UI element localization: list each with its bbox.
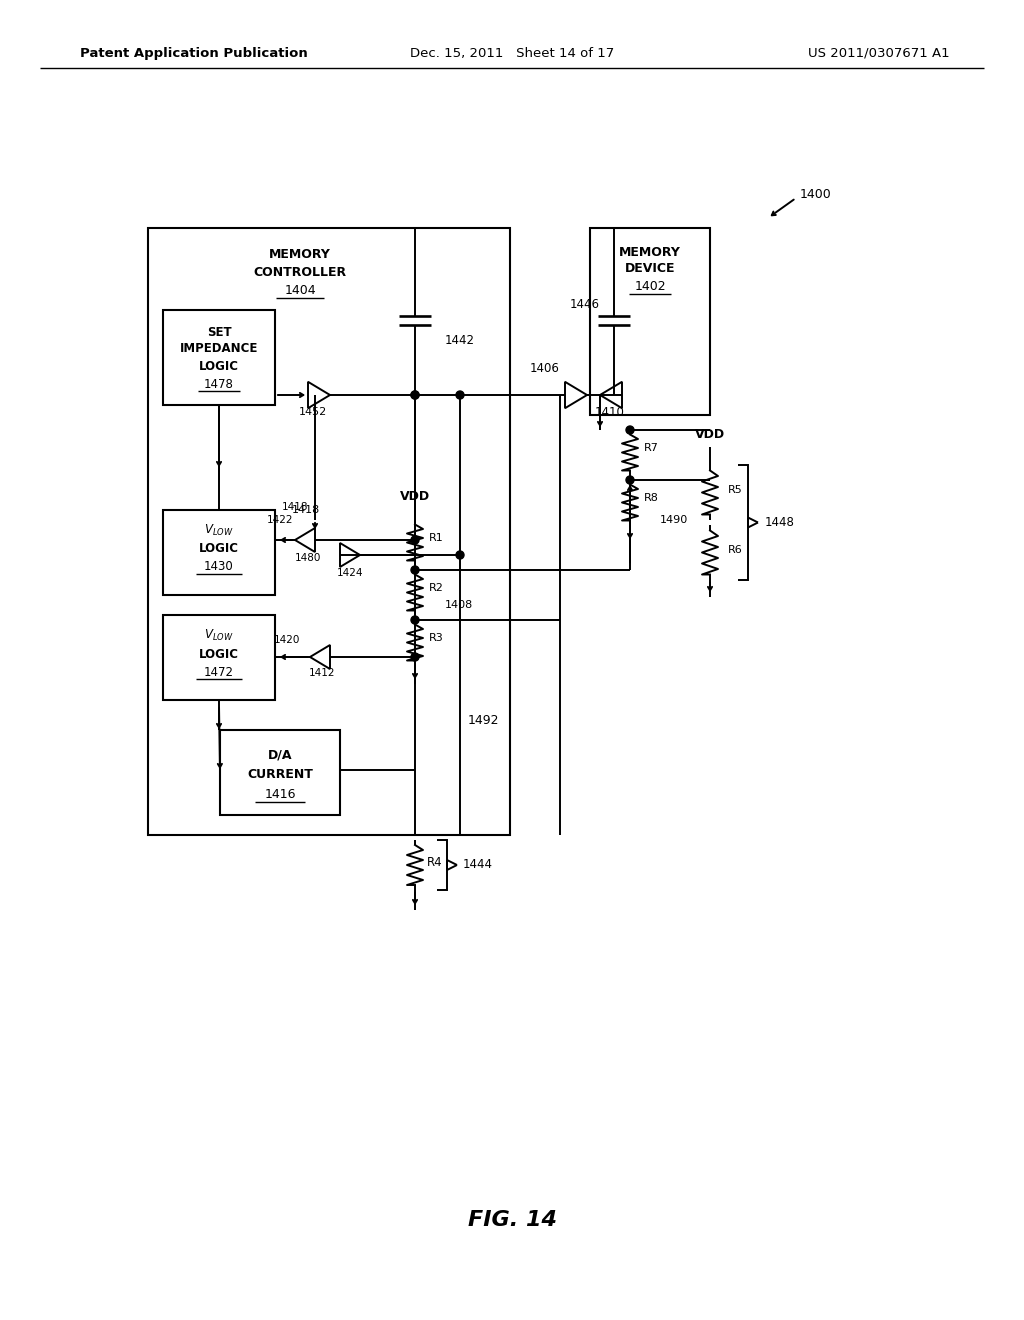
Text: 1490: 1490 — [660, 515, 688, 525]
Circle shape — [456, 391, 464, 399]
Text: Patent Application Publication: Patent Application Publication — [80, 46, 308, 59]
Text: 1478: 1478 — [204, 378, 233, 391]
Bar — [148, 228, 510, 836]
Text: 1424: 1424 — [337, 568, 364, 578]
Circle shape — [626, 426, 634, 434]
Text: 1410: 1410 — [595, 405, 625, 418]
Circle shape — [411, 391, 419, 399]
Text: MEMORY: MEMORY — [269, 248, 331, 261]
Text: 1402: 1402 — [634, 281, 666, 293]
Text: R8: R8 — [644, 492, 658, 503]
Circle shape — [411, 391, 419, 399]
Text: CONTROLLER: CONTROLLER — [253, 265, 346, 279]
Bar — [590, 228, 710, 414]
Text: 1420: 1420 — [273, 635, 300, 645]
Text: R7: R7 — [644, 444, 658, 453]
Text: LOGIC: LOGIC — [199, 359, 239, 372]
Text: 1416: 1416 — [264, 788, 296, 801]
Text: 1472: 1472 — [204, 665, 234, 678]
Text: R2: R2 — [429, 583, 443, 593]
Text: LOGIC: LOGIC — [199, 543, 239, 556]
Text: 1406: 1406 — [530, 362, 560, 375]
Text: 1492: 1492 — [468, 714, 500, 726]
Text: 1422: 1422 — [266, 515, 293, 525]
Text: SET: SET — [207, 326, 231, 338]
Text: 1442: 1442 — [445, 334, 475, 346]
Text: LOGIC: LOGIC — [199, 648, 239, 660]
Text: 1480: 1480 — [295, 553, 322, 564]
Text: VDD: VDD — [400, 491, 430, 503]
Text: $V_{LOW}$: $V_{LOW}$ — [204, 627, 233, 643]
Bar — [163, 310, 275, 405]
Text: R6: R6 — [728, 545, 742, 554]
Circle shape — [626, 477, 634, 484]
Circle shape — [456, 550, 464, 558]
Text: 1430: 1430 — [204, 561, 233, 573]
Text: 1418: 1418 — [282, 502, 308, 512]
Text: 1444: 1444 — [463, 858, 493, 871]
Text: R5: R5 — [728, 484, 742, 495]
Text: 1418: 1418 — [292, 506, 321, 515]
Text: 1452: 1452 — [299, 407, 327, 417]
Text: VDD: VDD — [695, 429, 725, 441]
Text: 1400: 1400 — [800, 189, 831, 202]
Text: MEMORY: MEMORY — [620, 246, 681, 259]
Text: 1448: 1448 — [765, 516, 795, 529]
Text: 1412: 1412 — [309, 668, 335, 678]
Text: 1446: 1446 — [570, 298, 600, 312]
Text: DEVICE: DEVICE — [625, 261, 675, 275]
Text: IMPEDANCE: IMPEDANCE — [180, 342, 258, 355]
Text: Dec. 15, 2011   Sheet 14 of 17: Dec. 15, 2011 Sheet 14 of 17 — [410, 46, 614, 59]
Text: 1404: 1404 — [285, 285, 315, 297]
Text: $V_{LOW}$: $V_{LOW}$ — [204, 523, 233, 537]
Text: R3: R3 — [429, 634, 443, 643]
Text: US 2011/0307671 A1: US 2011/0307671 A1 — [808, 46, 950, 59]
Bar — [163, 510, 275, 595]
Text: FIG. 14: FIG. 14 — [468, 1210, 556, 1230]
Circle shape — [411, 616, 419, 624]
Text: R1: R1 — [429, 533, 443, 543]
Text: 1408: 1408 — [445, 601, 473, 610]
Text: R4: R4 — [427, 855, 442, 869]
Text: D/A: D/A — [267, 748, 292, 762]
Circle shape — [411, 566, 419, 574]
Bar — [220, 730, 340, 814]
Circle shape — [411, 653, 419, 661]
Circle shape — [411, 536, 419, 544]
Bar — [163, 615, 275, 700]
Text: CURRENT: CURRENT — [247, 768, 313, 781]
